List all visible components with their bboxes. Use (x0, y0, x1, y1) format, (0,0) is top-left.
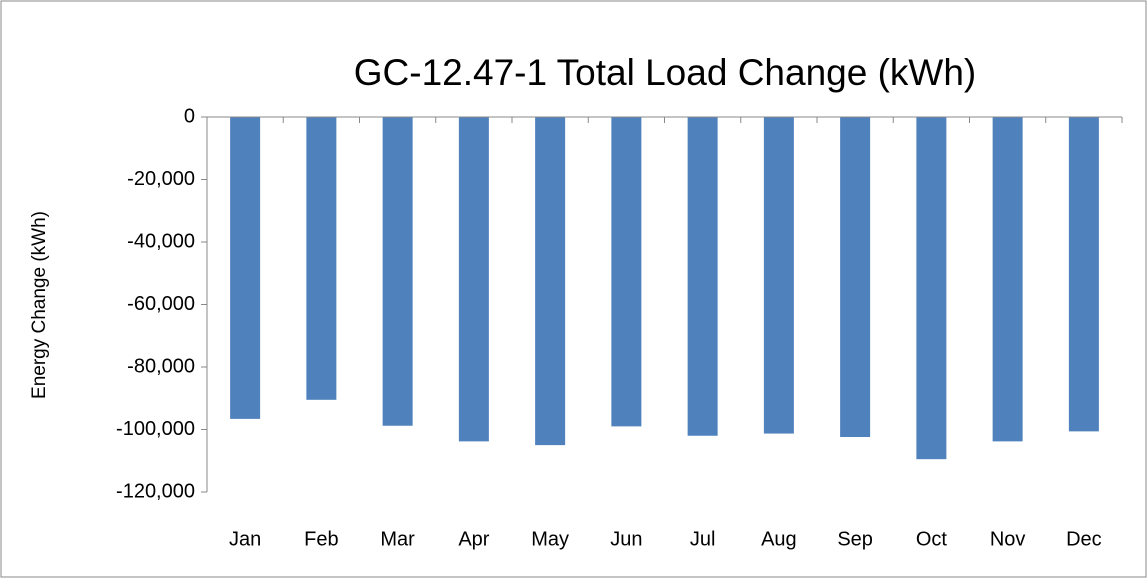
y-tick-label: -60,000 (127, 293, 195, 315)
x-tick-label: Feb (304, 528, 338, 550)
bar (916, 117, 947, 460)
x-tick-label: Jul (690, 528, 716, 550)
x-tick-label: Jun (610, 528, 642, 550)
chart-title: GC-12.47-1 Total Load Change (kWh) (354, 52, 976, 93)
x-tick-label: Aug (761, 528, 797, 550)
bar (458, 117, 489, 442)
bar (763, 117, 794, 434)
y-tick-label: -100,000 (116, 418, 195, 440)
bar (687, 117, 718, 436)
y-tick-label: -120,000 (116, 480, 195, 502)
x-tick-label: Dec (1066, 528, 1102, 550)
bar (230, 117, 261, 419)
x-tick-label: Mar (380, 528, 415, 550)
bar (306, 117, 337, 400)
y-tick-label: -40,000 (127, 230, 195, 252)
x-tick-label: Apr (458, 528, 489, 550)
bar (611, 117, 642, 427)
bar (992, 117, 1023, 442)
x-tick-label: Nov (990, 528, 1026, 550)
y-axis-label: Energy Change (kWh) (29, 211, 50, 399)
x-tick-label: Sep (837, 528, 873, 550)
bar (840, 117, 871, 437)
y-tick-label: -20,000 (127, 168, 195, 190)
bar (382, 117, 413, 426)
bar (535, 117, 566, 446)
y-tick-label: 0 (184, 105, 195, 127)
x-tick-label: Jan (229, 528, 261, 550)
x-tick-label: May (531, 528, 569, 550)
bar (1068, 117, 1099, 432)
y-tick-label: -80,000 (127, 355, 195, 377)
x-tick-label: Oct (916, 528, 948, 550)
